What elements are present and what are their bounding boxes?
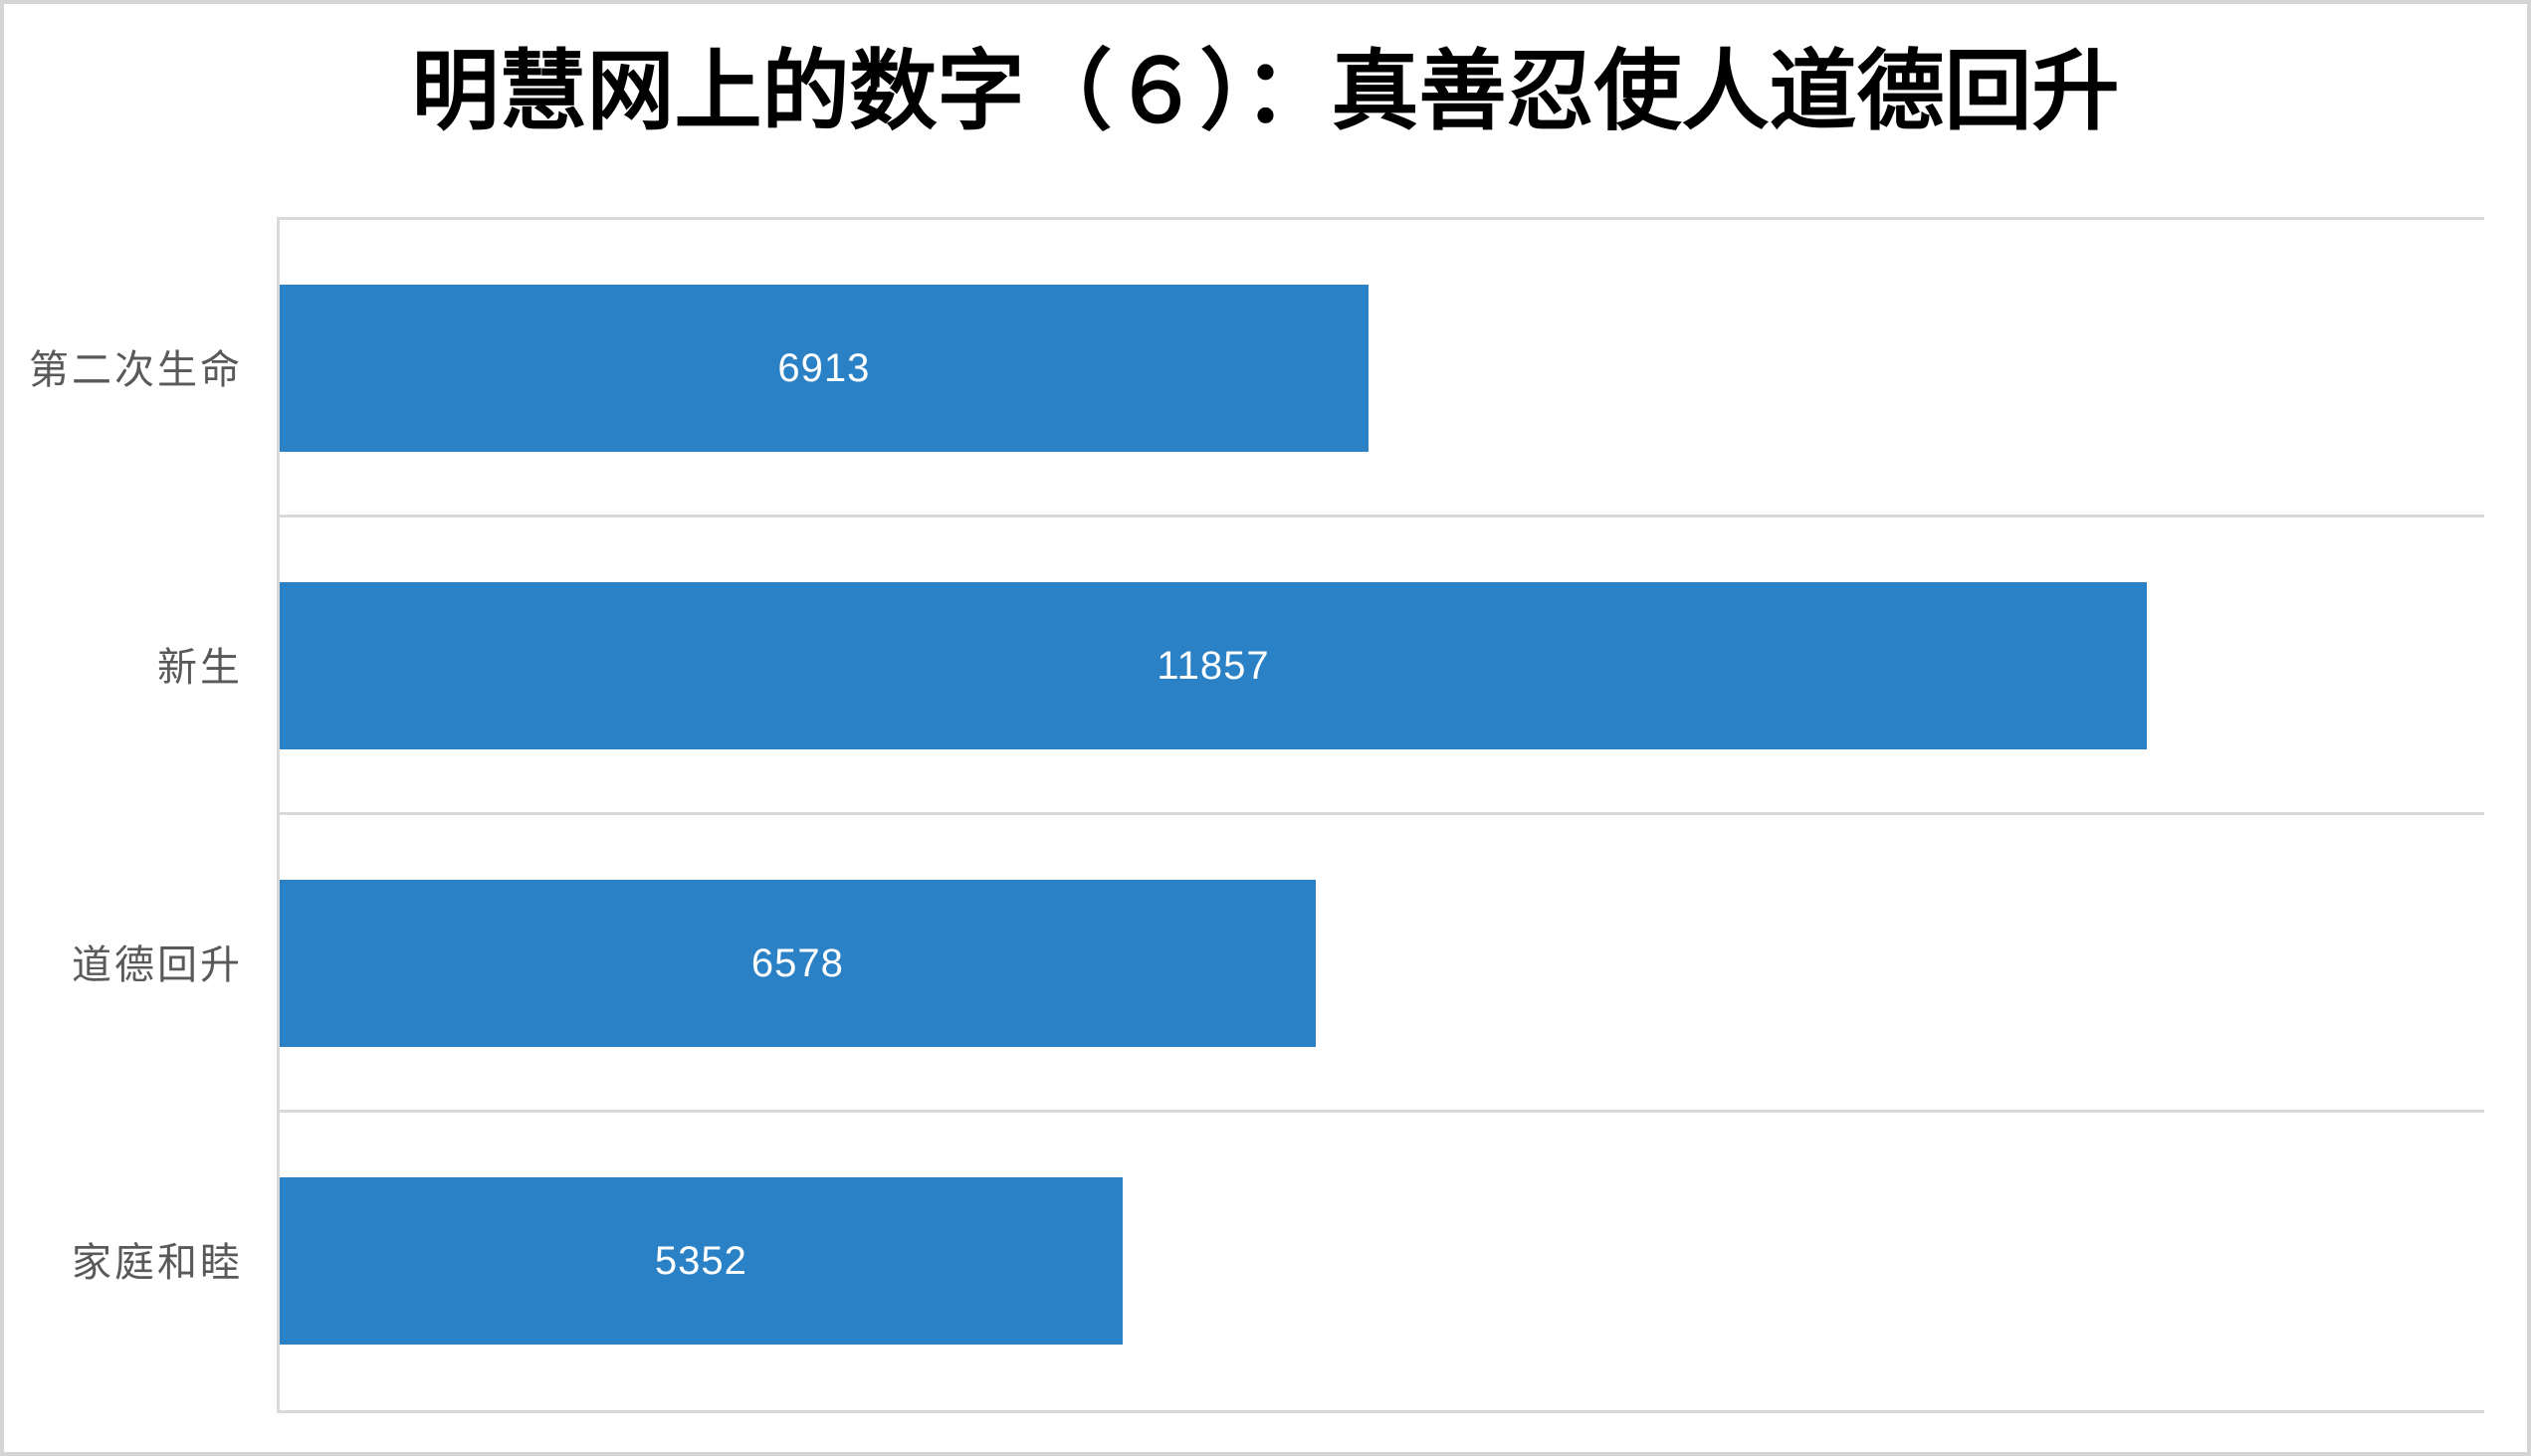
bar-row: 11857 [280,518,2484,815]
chart-title: 明慧网上的数字（６）：真善忍使人道德回升 [411,42,2120,140]
value-label: 5352 [654,1238,747,1283]
bar-row: 6578 [280,815,2484,1113]
bar: 6578 [280,880,1316,1047]
category-label: 家庭和睦 [72,1240,243,1285]
bar: 11857 [280,582,2147,749]
bar-row: 6913 [280,220,2484,518]
value-label: 6578 [750,940,844,985]
bar: 5352 [280,1177,1123,1345]
value-label: 6913 [777,345,871,390]
category-label: 第二次生命 [29,347,243,392]
value-label: 11857 [1157,643,1270,688]
bar: 6913 [280,285,1369,452]
bar-row: 5352 [280,1113,2484,1410]
category-label: 新生 [157,645,243,690]
category-label: 道德回升 [72,942,243,987]
plot-area: 6913 11857 6578 5352 [277,217,2484,1413]
category-axis: 第二次生命 新生 道德回升 家庭和睦 [4,217,243,1407]
